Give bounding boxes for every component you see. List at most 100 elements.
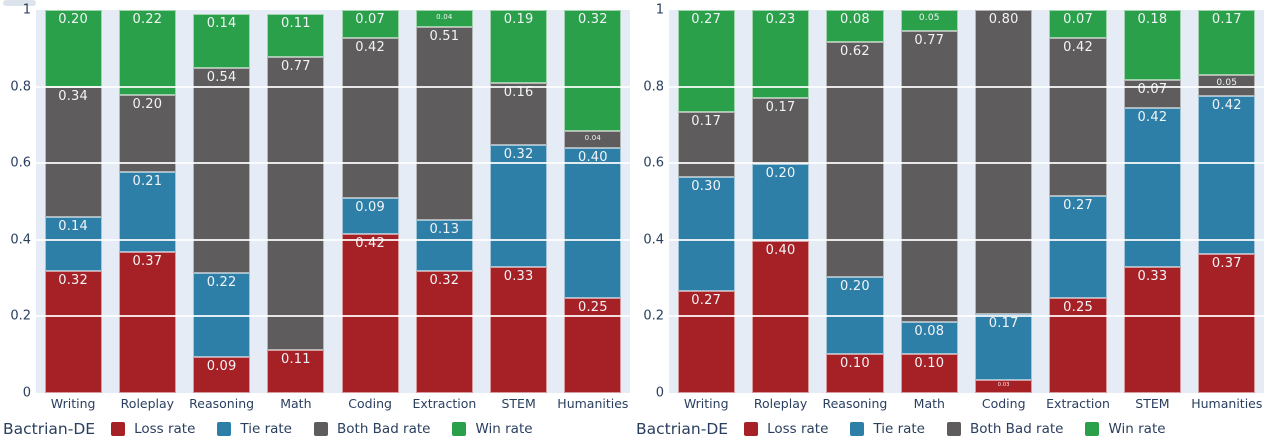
bar-slot-coding: 0.42 0.09 0.42 0.07 [333, 10, 407, 393]
segment-tie-roleplay: 0.21 [118, 171, 176, 253]
chart-area: 1 0.8 0.6 0.4 0.2 0 0.32 0.14 0.34 0.20 0.37 0.21 0… [0, 3, 633, 401]
segment-value-label: 0.20 [132, 96, 163, 112]
segment-value-label: 0.19 [503, 12, 534, 27]
segment-win-roleplay: 0.22 [118, 10, 176, 95]
bar-slot-writing: 0.32 0.14 0.34 0.20 [36, 10, 110, 393]
segment-loss-extraction: 0.32 [415, 271, 473, 393]
segment-both_bad-extraction: 0.51 [415, 27, 473, 221]
legend-label: Tie rate [873, 421, 925, 437]
stacked-bar-roleplay: 0.37 0.21 0.20 0.22 [118, 10, 176, 393]
segment-value-label: 0.37 [132, 254, 163, 270]
segment-value-label: 0.42 [355, 40, 385, 56]
segment-win-extraction: 0.07 [1049, 10, 1107, 38]
segment-value-label: 0.17 [988, 315, 1019, 331]
gridline [36, 85, 630, 88]
x-label-writing: Writing [50, 396, 96, 411]
legend-swatch-loss [744, 422, 759, 436]
legend-items: Loss rate Tie rate Both Bad rate Win rate [744, 421, 1188, 437]
stacked-bar-coding: 0.03 0.17 0.80 [975, 10, 1033, 393]
bar-slot-stem: 0.33 0.42 0.07 0.18 [1115, 10, 1189, 393]
legend-label: Loss rate [134, 421, 196, 437]
legend: Bactrian-DE Loss rate Tie rate Both Bad ra… [0, 416, 633, 442]
segment-value-label: 0.20 [840, 278, 870, 294]
legend-swatch-both_bad [947, 422, 961, 436]
segment-tie-humanities: 0.40 [564, 147, 622, 299]
y-tick-label: 0.4 [643, 232, 664, 248]
y-axis: 1 0.8 0.6 0.4 0.2 0 [633, 3, 669, 401]
legend-item-win: Win rate [452, 421, 533, 437]
segment-both_bad-humanities: 0.04 [564, 130, 622, 148]
x-label-extraction: Extraction [412, 396, 477, 411]
legend-label: Win rate [1108, 421, 1166, 437]
segment-value-label: 0.04 [436, 13, 453, 22]
bar-slot-reasoning: 0.09 0.22 0.54 0.14 [185, 10, 259, 393]
segment-loss-coding: 0.03 [975, 379, 1033, 393]
segment-value-label: 0.77 [914, 32, 945, 48]
segment-value-label: 0.17 [1211, 12, 1242, 27]
legend-item-both_bad: Both Bad rate [314, 421, 430, 437]
segment-value-label: 0.03 [997, 381, 1010, 388]
segment-value-label: 0.34 [58, 89, 88, 104]
legend-label: Both Bad rate [337, 421, 431, 437]
segment-value-label: 0.17 [691, 114, 722, 130]
segment-tie-math: 0.08 [900, 321, 958, 354]
segment-both_bad-roleplay: 0.17 [751, 98, 810, 164]
segment-value-label: 0.14 [58, 218, 88, 234]
segment-value-label: 0.33 [503, 269, 534, 285]
gridline [669, 238, 1264, 241]
segment-value-label: 0.25 [1063, 300, 1093, 316]
segment-value-label: 0.07 [355, 12, 385, 27]
bars-container: 0.32 0.14 0.34 0.20 0.37 0.21 0.20 0.22 0.09 0.22… [36, 10, 630, 393]
segment-both_bad-coding: 0.80 [975, 10, 1033, 314]
segment-value-label: 0.27 [1063, 197, 1093, 213]
segment-tie-roleplay: 0.20 [751, 164, 810, 241]
segment-value-label: 0.11 [280, 351, 311, 367]
segment-tie-extraction: 0.27 [1049, 195, 1107, 299]
segment-value-label: 0.40 [765, 243, 796, 258]
stacked-bar-writing: 0.32 0.14 0.34 0.20 [44, 10, 102, 393]
gridline [36, 315, 630, 318]
legend-title: Bactrian-DE [636, 420, 729, 438]
segment-value-label: 0.51 [429, 29, 460, 45]
segment-both_bad-stem: 0.07 [1123, 79, 1182, 108]
stacked-bar-extraction: 0.32 0.13 0.51 0.04 [415, 10, 473, 393]
stacked-bar-stem: 0.33 0.42 0.07 0.18 [1123, 10, 1182, 393]
legend-swatch-tie [217, 422, 232, 436]
stacked-bar-humanities: 0.25 0.40 0.04 0.32 [564, 10, 622, 393]
legend-item-loss: Loss rate [744, 421, 828, 437]
x-label-math: Math [913, 396, 945, 411]
segment-both_bad-humanities: 0.05 [1198, 75, 1256, 96]
gridline [36, 162, 630, 165]
segment-value-label: 0.20 [58, 12, 88, 27]
stacked-bar-stem: 0.33 0.32 0.16 0.19 [490, 10, 548, 393]
segment-loss-stem: 0.33 [490, 267, 548, 393]
segment-win-stem: 0.18 [1123, 10, 1182, 80]
segment-both_bad-extraction: 0.42 [1049, 37, 1107, 196]
segment-both_bad-reasoning: 0.54 [193, 68, 251, 273]
legend-title: Bactrian-DE [3, 420, 96, 438]
segment-value-label: 0.27 [691, 292, 722, 308]
segment-both_bad-writing: 0.34 [44, 87, 102, 217]
segment-tie-humanities: 0.42 [1198, 95, 1256, 254]
segment-tie-coding: 0.17 [975, 313, 1033, 380]
legend-swatch-tie [850, 422, 865, 436]
x-label-reasoning: Reasoning [189, 396, 255, 411]
segment-win-stem: 0.19 [490, 10, 548, 84]
bar-slot-writing: 0.27 0.30 0.17 0.27 [669, 9, 743, 393]
segment-loss-math: 0.11 [267, 349, 325, 393]
segment-win-writing: 0.27 [677, 9, 735, 113]
segment-value-label: 0.32 [429, 273, 460, 288]
legend-swatch-win [452, 422, 467, 436]
stacked-bar-roleplay: 0.40 0.20 0.17 0.23 [751, 10, 810, 393]
segment-win-coding: 0.07 [341, 10, 399, 39]
y-tick-label: 0.4 [10, 232, 31, 248]
gridline [669, 315, 1264, 318]
legend-item-tie: Tie rate [217, 421, 292, 437]
x-label-reasoning: Reasoning [822, 396, 888, 411]
chart-area: 1 0.8 0.6 0.4 0.2 0 0.27 0.30 0.17 0.27 0.40 0.20 0… [633, 3, 1267, 401]
segment-value-label: 0.22 [206, 274, 237, 290]
x-label-coding: Coding [348, 396, 392, 411]
segment-value-label: 0.21 [132, 173, 163, 189]
bars-container: 0.27 0.30 0.17 0.27 0.40 0.20 0.17 0.23 0.10 0.20… [669, 9, 1264, 393]
segment-loss-writing: 0.27 [677, 290, 735, 393]
